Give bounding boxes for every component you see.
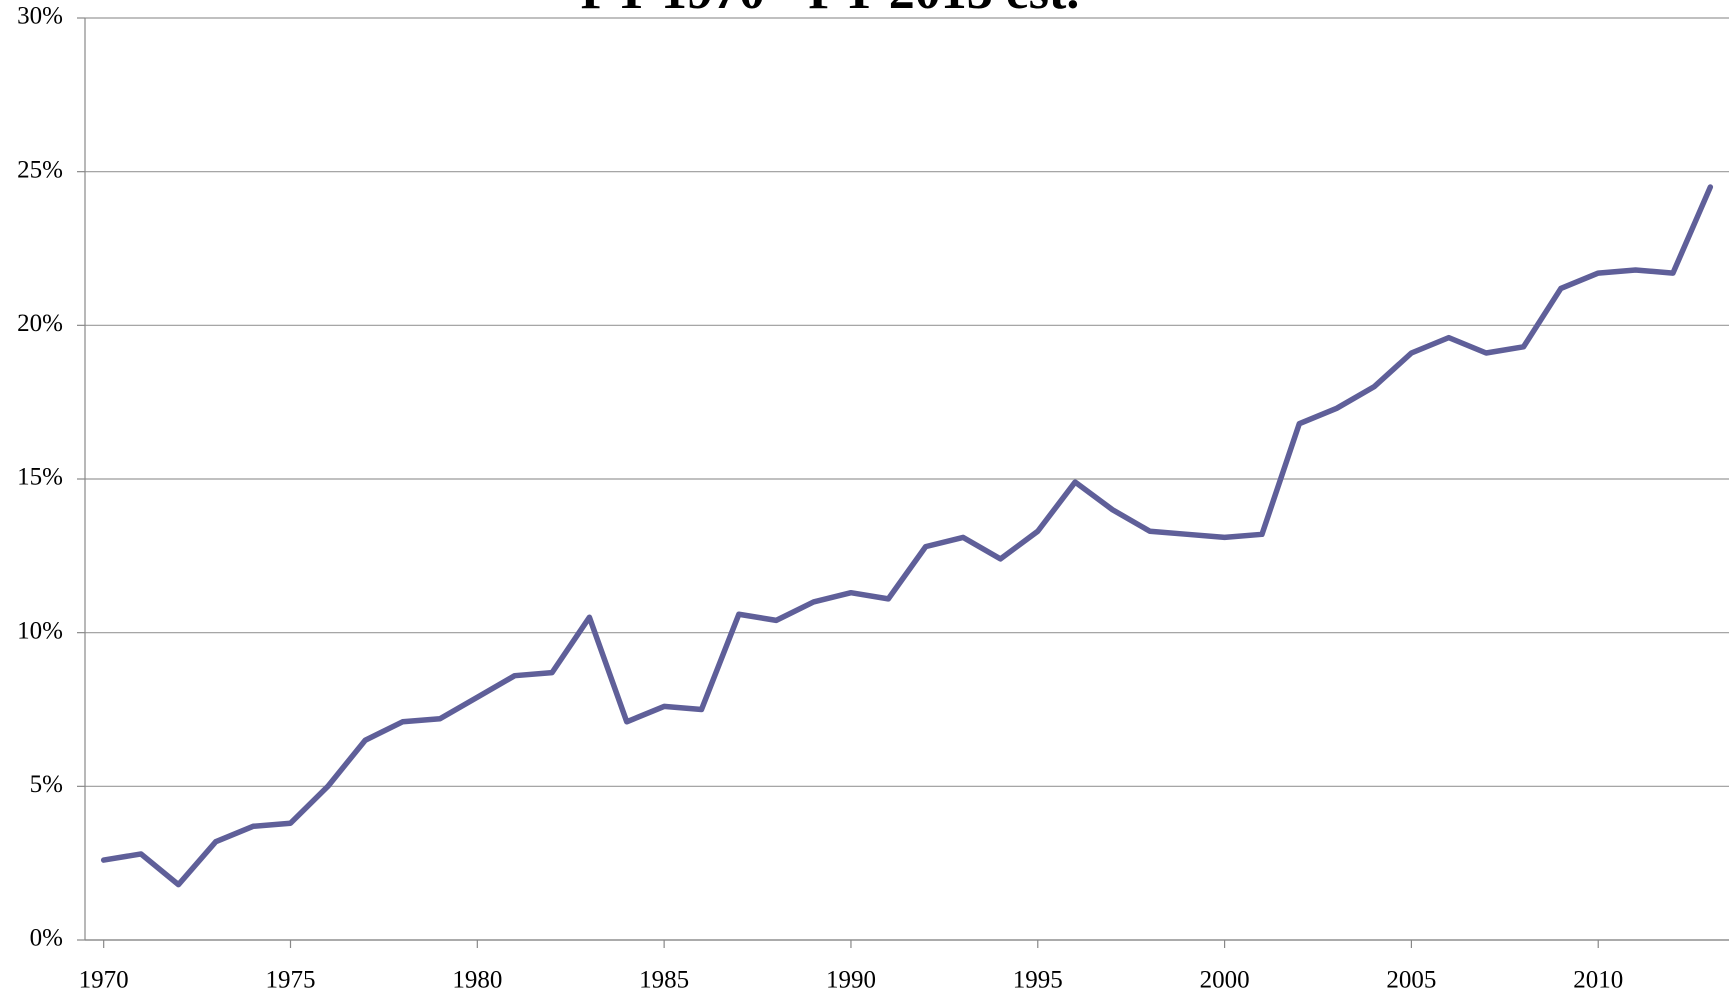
x-tick-label: 1995: [1013, 967, 1063, 994]
x-tick-label: 2005: [1386, 967, 1436, 994]
y-tick-label: 30%: [17, 3, 63, 30]
y-tick-label: 15%: [17, 464, 63, 491]
y-tick-label: 0%: [30, 925, 63, 952]
x-tick-label: 1980: [452, 967, 502, 994]
y-tick-label: 20%: [17, 310, 63, 337]
x-tick-label: 1970: [79, 967, 129, 994]
x-tick-label: 1985: [639, 967, 689, 994]
x-tick-label: 1975: [266, 967, 316, 994]
data-line: [100, 184, 1714, 888]
chart-title: FY 1970 - FY 2013 est.: [581, 0, 1080, 20]
x-tick-label: 2010: [1573, 967, 1623, 994]
y-tick-label: 10%: [17, 617, 63, 644]
x-tick-label: 2000: [1200, 967, 1250, 994]
y-tick-label: 5%: [30, 771, 63, 798]
y-tick-label: 25%: [17, 156, 63, 183]
x-tick-label: 1990: [826, 967, 876, 994]
